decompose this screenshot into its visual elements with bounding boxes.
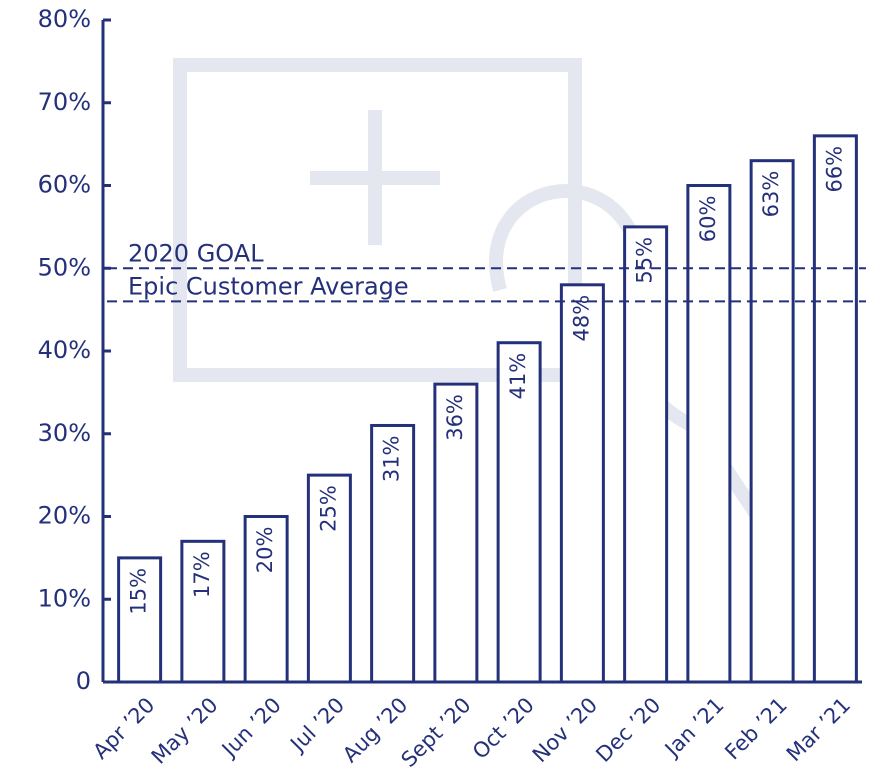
value-label: 66% bbox=[822, 146, 846, 193]
y-tick-label: 50% bbox=[38, 253, 91, 281]
x-tick-label: Mar ’21 bbox=[782, 693, 855, 766]
value-label: 31% bbox=[380, 435, 404, 482]
value-label: 20% bbox=[253, 527, 277, 574]
bar bbox=[370, 423, 416, 684]
annotation: Epic Customer Average bbox=[128, 272, 409, 300]
x-tick-label: Oct ’20 bbox=[468, 693, 539, 764]
bar bbox=[180, 539, 226, 684]
x-tick-label: Dec ’20 bbox=[591, 693, 665, 767]
watermark-monitor bbox=[173, 58, 582, 382]
bar bbox=[812, 134, 858, 684]
value-label: 15% bbox=[127, 568, 151, 615]
y-tick-label: 70% bbox=[38, 88, 91, 116]
value-label: 36% bbox=[443, 394, 467, 441]
value-label: 41% bbox=[506, 353, 530, 400]
annotation: 2020 GOAL bbox=[128, 239, 264, 267]
x-tick-label: May ’20 bbox=[147, 693, 223, 769]
value-label: 60% bbox=[696, 196, 720, 243]
y-tick-label: 60% bbox=[38, 171, 91, 199]
y-tick-label: 0 bbox=[76, 667, 91, 695]
y-tick-label: 20% bbox=[38, 502, 91, 530]
bar bbox=[306, 473, 352, 684]
bar bbox=[749, 159, 795, 684]
x-tick-label: Jun ’20 bbox=[216, 693, 286, 763]
x-tick-label: Nov ’20 bbox=[528, 693, 602, 767]
x-tick-label: Sept ’20 bbox=[397, 693, 476, 772]
value-label: 25% bbox=[316, 485, 340, 532]
x-tick-label: Jan ’21 bbox=[659, 693, 729, 763]
value-label: 17% bbox=[190, 551, 214, 598]
value-label: 48% bbox=[569, 295, 593, 342]
x-tick-label: Feb ’21 bbox=[720, 693, 792, 765]
bar bbox=[496, 341, 542, 684]
y-tick-label: 30% bbox=[38, 419, 91, 447]
value-label: 63% bbox=[759, 171, 783, 218]
bar bbox=[433, 382, 479, 684]
bar bbox=[686, 184, 732, 684]
y-tick-label: 10% bbox=[38, 584, 91, 612]
bar bbox=[117, 556, 163, 684]
bar bbox=[243, 515, 289, 684]
y-tick-label: 80% bbox=[38, 5, 91, 33]
bar bbox=[559, 283, 605, 684]
value-label: 55% bbox=[633, 237, 657, 284]
y-tick-label: 40% bbox=[38, 336, 91, 364]
bar bbox=[623, 225, 669, 684]
